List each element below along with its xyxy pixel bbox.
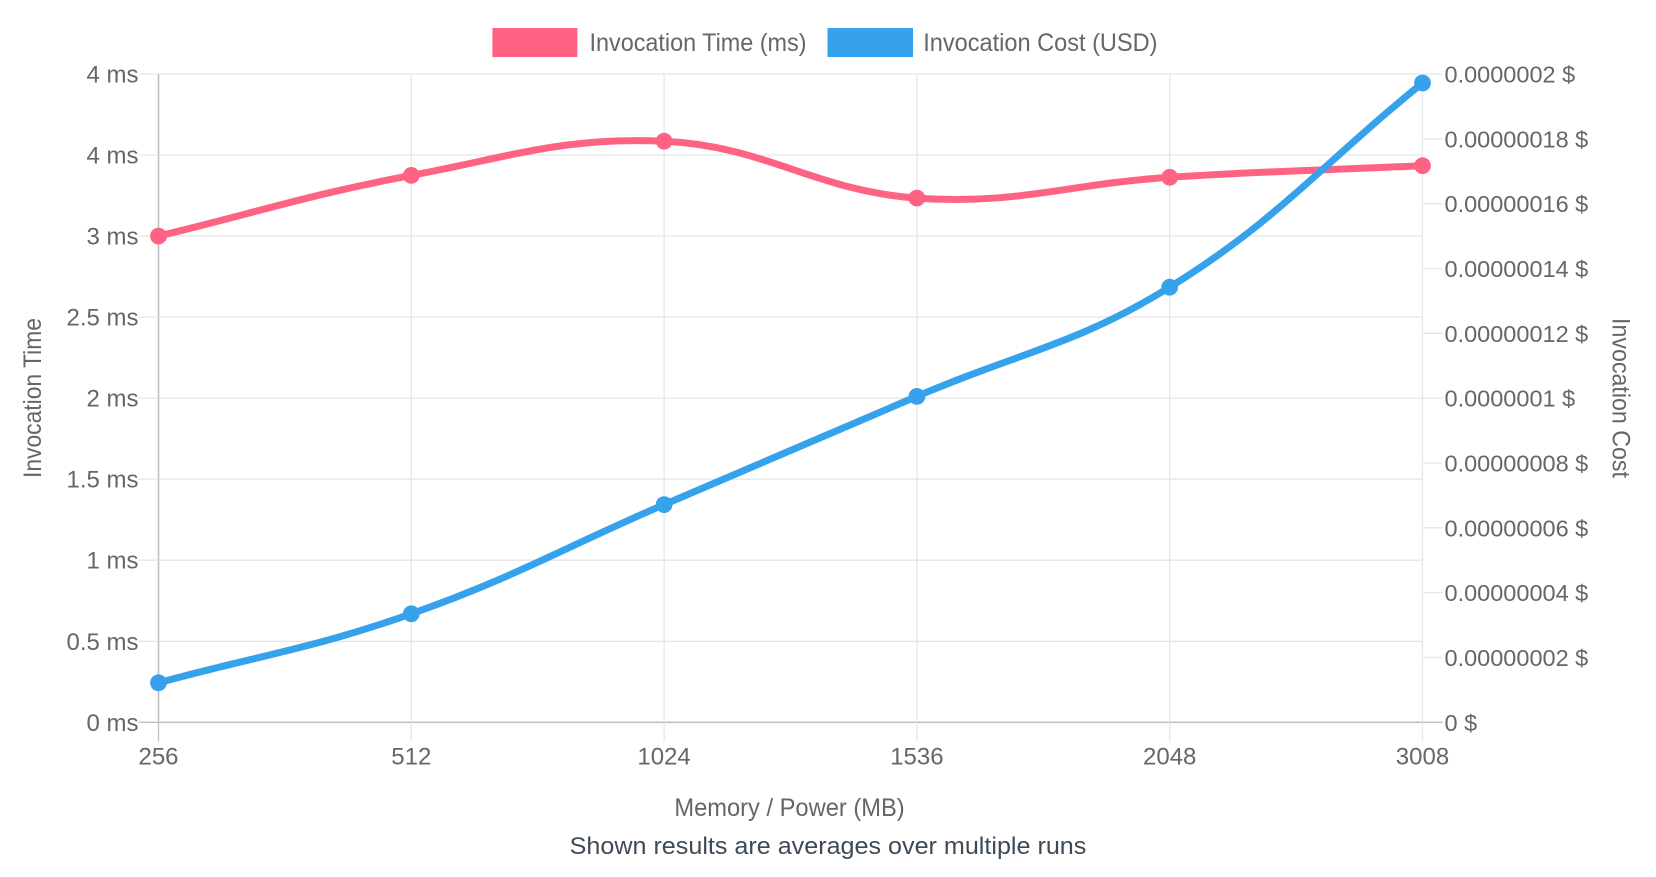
svg-text:Invocation Time: Invocation Time xyxy=(19,318,47,478)
svg-text:0.00000014 $: 0.00000014 $ xyxy=(1445,256,1589,282)
svg-text:Memory / Power (MB): Memory / Power (MB) xyxy=(674,794,904,822)
svg-text:1536: 1536 xyxy=(890,744,943,771)
svg-text:Invocation Time (ms): Invocation Time (ms) xyxy=(590,29,807,57)
svg-text:1 ms: 1 ms xyxy=(86,548,138,575)
svg-text:1024: 1024 xyxy=(637,744,690,771)
svg-text:0.0000002 $: 0.0000002 $ xyxy=(1445,62,1576,88)
svg-text:0.00000012 $: 0.00000012 $ xyxy=(1445,321,1589,347)
svg-text:0.0000001 $: 0.0000001 $ xyxy=(1445,386,1576,412)
svg-text:512: 512 xyxy=(391,744,431,771)
svg-text:4 ms: 4 ms xyxy=(86,143,138,170)
svg-text:0.5 ms: 0.5 ms xyxy=(66,629,138,656)
svg-text:0.00000018 $: 0.00000018 $ xyxy=(1445,126,1589,152)
svg-text:Shown results are averages ove: Shown results are averages over multiple… xyxy=(570,833,1087,860)
svg-text:0.00000002 $: 0.00000002 $ xyxy=(1445,645,1589,671)
svg-text:2 ms: 2 ms xyxy=(86,386,138,413)
svg-text:0.00000006 $: 0.00000006 $ xyxy=(1445,515,1589,541)
svg-text:256: 256 xyxy=(138,744,178,771)
svg-text:1.5 ms: 1.5 ms xyxy=(66,467,138,494)
svg-text:4 ms: 4 ms xyxy=(86,62,138,89)
svg-text:0 ms: 0 ms xyxy=(86,710,138,737)
svg-text:2.5 ms: 2.5 ms xyxy=(66,305,138,332)
svg-text:0.00000008 $: 0.00000008 $ xyxy=(1445,451,1589,477)
svg-text:3008: 3008 xyxy=(1396,744,1449,771)
svg-text:3 ms: 3 ms xyxy=(86,224,138,251)
svg-text:Invocation Cost (USD): Invocation Cost (USD) xyxy=(923,29,1157,57)
svg-text:0.00000004 $: 0.00000004 $ xyxy=(1445,580,1589,606)
svg-text:Invocation Cost: Invocation Cost xyxy=(1607,318,1635,478)
svg-text:0 $: 0 $ xyxy=(1445,710,1478,736)
svg-text:2048: 2048 xyxy=(1143,744,1196,771)
svg-text:0.00000016 $: 0.00000016 $ xyxy=(1445,191,1589,217)
